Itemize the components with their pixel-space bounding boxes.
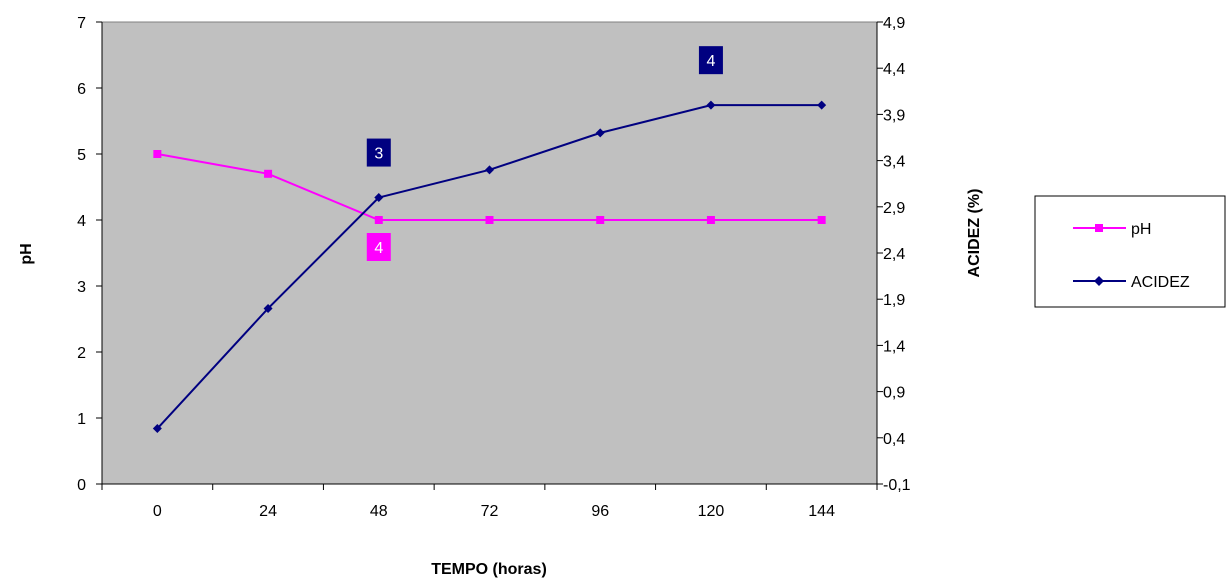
y-right-tick-label: 2,4 xyxy=(883,246,905,263)
x-tick-label: 0 xyxy=(153,503,162,520)
y-left-tick-label: 2 xyxy=(77,345,86,362)
y-left-tick-label: 1 xyxy=(77,411,86,428)
y-right-tick-label: 0,9 xyxy=(883,385,905,402)
data-point-acidez xyxy=(817,100,827,110)
y-right-tick-label: 1,4 xyxy=(883,338,905,355)
y-right-tick-label: 4,4 xyxy=(883,61,905,78)
data-point-acidez xyxy=(595,128,605,138)
x-tick-label: 48 xyxy=(370,503,388,520)
data-point-acidez xyxy=(152,424,162,434)
data-point-ph xyxy=(596,216,605,224)
y-right-tick-label: 2,9 xyxy=(883,200,905,217)
y-right-tick-label: 4,9 xyxy=(883,15,905,32)
y-left-tick-label: 3 xyxy=(77,279,86,296)
y-left-tick-label: 5 xyxy=(77,147,86,164)
legend-label-ph: pH xyxy=(1131,221,1151,238)
data-label-box xyxy=(366,233,391,261)
x-tick-label: 72 xyxy=(481,503,499,520)
data-point-acidez xyxy=(706,100,716,110)
x-tick-label: 120 xyxy=(698,503,725,520)
data-label-text: 4 xyxy=(706,53,715,70)
legend-marker-ph xyxy=(1095,224,1103,232)
y-left-tick-label: 6 xyxy=(77,81,86,98)
data-point-acidez xyxy=(263,303,273,313)
y-left-tick-label: 7 xyxy=(77,15,86,32)
legend-item-acidez: ACIDEZ xyxy=(1073,274,1190,291)
data-point-ph xyxy=(374,216,383,224)
y-right-tick-label: 0,4 xyxy=(883,431,905,448)
data-point-acidez xyxy=(485,165,494,175)
series-layer xyxy=(152,100,827,434)
x-tick-label: 96 xyxy=(591,503,609,520)
data-point-acidez xyxy=(374,193,384,203)
data-label: 3 xyxy=(366,138,391,167)
x-tick-label: 24 xyxy=(259,503,277,520)
y-right-tick-label: 1,9 xyxy=(883,292,905,309)
legend-item-ph: pH xyxy=(1073,221,1151,238)
plot-area xyxy=(101,21,878,485)
x-tick-label: 144 xyxy=(808,503,835,520)
legend-box xyxy=(1034,195,1226,308)
y-axis-right-title: ACIDEZ (%) xyxy=(966,189,983,278)
annotations: 3 4 4 xyxy=(366,46,723,261)
data-label-box xyxy=(698,46,723,75)
x-axis-title: TEMPO (horas) xyxy=(431,561,547,578)
legend-marker-acidez xyxy=(1094,276,1104,286)
legend: pH ACIDEZ xyxy=(1034,195,1226,308)
y-left-tick-label: 4 xyxy=(77,213,86,230)
data-label-text: 3 xyxy=(374,146,383,163)
data-label-text: 4 xyxy=(374,240,383,257)
data-label-box xyxy=(366,138,391,167)
y-right-tick-label: 3,9 xyxy=(883,107,905,124)
y-axis-left-title: pH xyxy=(18,243,35,264)
data-label: 4 xyxy=(366,233,391,261)
axes: 0 1 2 3 4 5 6 7 -0,1 0,4 0,9 1,4 1,9 2,4 2,9 3,4 3,9 4,4 4… xyxy=(77,15,911,520)
data-point-ph xyxy=(706,216,715,224)
data-point-ph xyxy=(485,216,494,224)
y-left-tick-label: 0 xyxy=(77,477,86,494)
y-right-tick-label: 3,4 xyxy=(883,154,905,171)
y-right-tick-label: -0,1 xyxy=(883,477,911,494)
legend-label-acidez: ACIDEZ xyxy=(1131,274,1190,291)
data-point-ph xyxy=(264,169,273,178)
data-label: 4 xyxy=(698,46,723,75)
data-point-ph xyxy=(153,150,162,158)
data-point-ph xyxy=(817,216,826,224)
